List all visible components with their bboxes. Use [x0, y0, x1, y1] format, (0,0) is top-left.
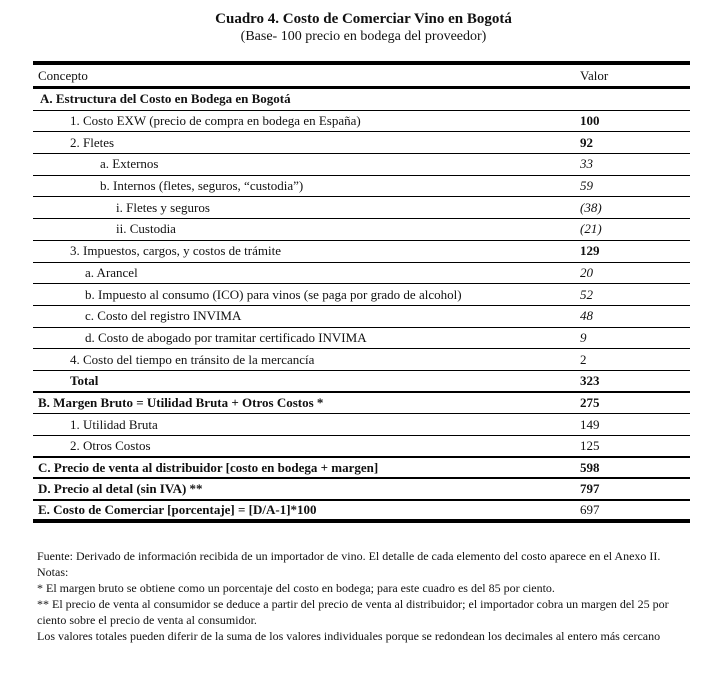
- row-valor: (38): [580, 199, 602, 215]
- row-valor: 149: [580, 416, 600, 432]
- row-concepto: 2. Fletes: [70, 134, 115, 150]
- table-row: 3. Impuestos, cargos, y costos de trámit…: [33, 241, 690, 263]
- row-valor: 100: [580, 113, 600, 129]
- row-valor: 598: [580, 459, 600, 475]
- table-row: 4. Costo del tiempo en tránsito de la me…: [33, 349, 690, 371]
- table-row: a. Externos 33: [33, 154, 690, 176]
- table-row: 2. Fletes 92: [33, 132, 690, 155]
- row-valor: (21): [580, 221, 602, 237]
- table-row: b. Impuesto al consumo (ICO) para vinos …: [33, 284, 690, 306]
- row-valor: 92: [580, 134, 593, 150]
- row-concepto: c. Costo del registro INVIMA: [85, 308, 242, 324]
- row-valor: 125: [580, 437, 600, 453]
- row-concepto: Total: [70, 372, 99, 388]
- row-valor: 33: [580, 156, 593, 172]
- row-valor: 59: [580, 178, 593, 194]
- row-valor: 52: [580, 286, 593, 302]
- row-valor: 48: [580, 308, 593, 324]
- table-row: B. Margen Bruto = Utilidad Bruta + Otros…: [33, 393, 690, 415]
- row-concepto: a. Externos: [100, 156, 159, 172]
- table-header: Concepto Valor: [33, 65, 690, 89]
- note-line: ** El precio de venta al consumidor se d…: [37, 597, 669, 627]
- row-concepto: 4. Costo del tiempo en tránsito de la me…: [70, 351, 315, 367]
- row-valor: 797: [580, 481, 600, 497]
- table-subtitle: (Base- 100 precio en bodega del proveedo…: [240, 29, 487, 44]
- note-line: Los valores totales pueden diferir de la…: [37, 629, 661, 643]
- row-concepto: b. Internos (fletes, seguros, “custodia”…: [100, 178, 304, 194]
- table-row: ii. Custodia (21): [33, 219, 690, 241]
- table-row: E. Costo de Comerciar [porcentaje] = [D/…: [33, 501, 690, 523]
- top-rule: [33, 61, 690, 65]
- table-row: d. Costo de abogado por tramitar certifi…: [33, 328, 690, 350]
- row-concepto: 1. Utilidad Bruta: [70, 416, 158, 432]
- cost-table: Concepto Valor A. Estructura del Costo e…: [33, 61, 690, 523]
- header-valor: Valor: [580, 67, 609, 83]
- row-valor: 275: [580, 394, 600, 410]
- table-row: C. Precio de venta al distribuidor [cost…: [33, 458, 690, 480]
- row-concepto: ii. Custodia: [116, 221, 176, 237]
- row-concepto: 3. Impuestos, cargos, y costos de trámit…: [70, 243, 281, 259]
- table-row: 1. Utilidad Bruta 149: [33, 414, 690, 436]
- row-concepto: A. Estructura del Costo en Bodega en Bog…: [40, 91, 291, 107]
- table-row: 1. Costo EXW (precio de compra en bodega…: [33, 111, 690, 133]
- table-row: 2. Otros Costos 125: [33, 436, 690, 458]
- note-line: * El margen bruto se obtiene como un por…: [37, 581, 555, 595]
- table-row: A. Estructura del Costo en Bodega en Bog…: [33, 89, 690, 111]
- row-valor: 697: [580, 501, 600, 517]
- row-valor: 9: [580, 329, 587, 345]
- table-row: Total 323: [33, 371, 690, 393]
- note-line: Notas:: [37, 565, 69, 579]
- row-concepto: D. Precio al detal (sin IVA) **: [38, 481, 203, 497]
- table-row: c. Costo del registro INVIMA 48: [33, 306, 690, 328]
- row-concepto: i. Fletes y seguros: [116, 199, 210, 215]
- row-valor: 20: [580, 264, 593, 280]
- header-concepto: Concepto: [38, 67, 88, 83]
- row-concepto: B. Margen Bruto = Utilidad Bruta + Otros…: [38, 394, 324, 410]
- note-line: Fuente: Derivado de información recibida…: [37, 549, 661, 563]
- row-concepto: 2. Otros Costos: [70, 437, 151, 453]
- row-concepto: E. Costo de Comerciar [porcentaje] = [D/…: [38, 501, 317, 517]
- row-concepto: b. Impuesto al consumo (ICO) para vinos …: [85, 286, 462, 302]
- row-valor: 129: [580, 243, 600, 259]
- table-row: D. Precio al detal (sin IVA) ** 797: [33, 479, 690, 502]
- row-concepto: 1. Costo EXW (precio de compra en bodega…: [70, 113, 361, 129]
- row-valor: 323: [580, 372, 600, 388]
- table-title: Cuadro 4. Costo de Comerciar Vino en Bog…: [215, 11, 512, 27]
- row-concepto: a. Arancel: [85, 264, 138, 280]
- table-row: a. Arancel 20: [33, 263, 690, 285]
- table-notes: Fuente: Derivado de información recibida…: [37, 548, 692, 644]
- row-valor: 2: [580, 351, 587, 367]
- table-row: i. Fletes y seguros (38): [33, 197, 690, 220]
- row-concepto: C. Precio de venta al distribuidor [cost…: [38, 459, 379, 475]
- row-concepto: d. Costo de abogado por tramitar certifi…: [85, 329, 367, 345]
- table-row: b. Internos (fletes, seguros, “custodia”…: [33, 176, 690, 198]
